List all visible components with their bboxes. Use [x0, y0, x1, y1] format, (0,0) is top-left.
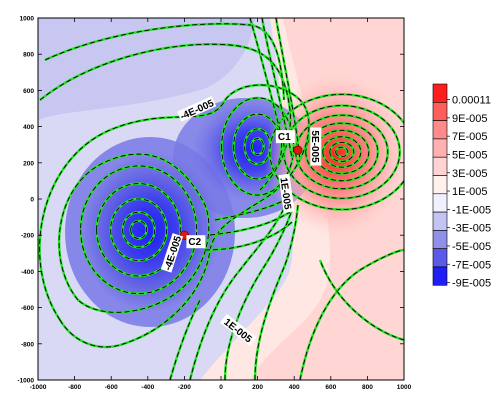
contour-label-group: 5E-005 [309, 127, 322, 166]
contour-label: 1E-005 [277, 177, 292, 211]
contour-dash-18 [39, 84, 310, 348]
contour-dash-1 [122, 211, 156, 248]
y-tick-label: 800 [23, 52, 34, 59]
contour-line-8 [220, 96, 295, 197]
contour-label-bg [278, 173, 295, 213]
contour-dash-17 [58, 153, 210, 313]
point-markers: C1 C2 [179, 130, 303, 249]
contour-dash-9 [335, 146, 349, 158]
x-tick-label: -1000 [30, 384, 47, 391]
contour-label-bg [220, 313, 257, 346]
colorbar-swatch [432, 211, 448, 231]
colorbar-swatch [432, 102, 448, 121]
contour-dash-27 [319, 259, 404, 341]
y-tick-label: -200 [21, 233, 34, 240]
y-tick-label: 0 [30, 197, 34, 204]
contour-dash-23 [254, 204, 299, 380]
colorbar-label: -3E-005 [452, 223, 491, 235]
colorbar-label: -9E-005 [452, 278, 491, 290]
contour-dash-2 [110, 198, 168, 261]
x-tick-label: 800 [362, 384, 373, 391]
contour-label-bg [310, 127, 322, 166]
y-tick-label: -1000 [17, 378, 34, 385]
contour-dash-7 [233, 113, 283, 180]
contour-dash-0 [130, 220, 148, 240]
point-label-bg [275, 130, 295, 144]
contour-dash-11 [322, 136, 362, 168]
contour-dash-21 [189, 199, 289, 380]
x-tick-label: -400 [141, 384, 154, 391]
colorbar-swatch [432, 138, 448, 158]
point-label-c2: C2 [188, 237, 201, 248]
contour-dash-20 [44, 23, 285, 101]
contour-label: 5E-005 [309, 130, 320, 163]
y-tick-label: 1000 [20, 16, 35, 23]
colorbar-swatch [432, 266, 448, 286]
y-tick-label: -600 [21, 305, 34, 312]
colorbar-swatch [432, 230, 448, 249]
contour-dash-22 [224, 209, 293, 380]
colorbar-label: -7E-005 [452, 259, 491, 271]
colorbar-legend: 0.00011 9E-005 7E-005 5E-005 3E-005 1E-005 -1E… [432, 83, 491, 290]
colorbar-swatch [432, 175, 448, 195]
contour-dash-15 [283, 105, 401, 199]
contour-dash-13 [305, 122, 379, 182]
contour-label-bg [177, 96, 217, 122]
x-tick-label: 600 [325, 384, 336, 391]
contour-label-bg [160, 233, 184, 273]
x-tick-label: -800 [68, 384, 81, 391]
contour-lines [38, 18, 404, 380]
contour-dash-14 [295, 114, 389, 190]
y-tick-label: 600 [23, 88, 34, 95]
x-tick-label: 1000 [397, 384, 412, 391]
colorbar-label: 3E-005 [452, 168, 487, 180]
colorbar-label: 0.00011 [452, 95, 491, 107]
colorbar-label: 7E-005 [452, 131, 487, 143]
colorbar-swatch [432, 83, 448, 103]
colorbar-swatch [432, 248, 448, 268]
y-tick-label: -400 [21, 269, 34, 276]
colorbar-swatch [432, 193, 448, 213]
x-tick-label: -200 [178, 384, 191, 391]
colorbar-label: 5E-005 [452, 149, 487, 161]
point-label-bg [186, 235, 206, 249]
contour-dash-10 [329, 141, 355, 162]
axes: -1000 -800 -600 -400 -200 0 200 400 600 800 1000 10… [17, 16, 411, 392]
contour-dash-3 [96, 183, 182, 277]
y-tick-label: 400 [23, 124, 34, 131]
contour-dash-24 [204, 199, 293, 251]
colorbar-label: -5E-005 [452, 241, 491, 253]
colorbar-swatch [432, 120, 448, 140]
colorbar-swatch [432, 156, 448, 176]
x-tick-label: 200 [252, 384, 263, 391]
x-tick-label: -600 [105, 384, 118, 391]
contour-dash-19 [39, 43, 291, 191]
y-tick-label: -800 [21, 341, 34, 348]
colorbar-label: -1E-005 [452, 204, 491, 216]
x-tick-label: 400 [289, 384, 300, 391]
contour-label-group: 1E-005 [277, 173, 295, 213]
contour-dash-28 [169, 299, 201, 380]
colorbar-label: 9E-005 [452, 113, 487, 125]
point-marker-c1 [293, 145, 303, 155]
contour-dash-5 [251, 138, 265, 155]
colorbar-label: 1E-005 [452, 186, 487, 198]
x-tick-label: 0 [219, 384, 223, 391]
y-tick-label: 200 [23, 160, 34, 167]
contour-line-4 [79, 164, 198, 295]
point-label-c1: C1 [278, 132, 291, 143]
contour-dash-26 [299, 249, 404, 380]
contour-dash-12 [314, 129, 370, 174]
